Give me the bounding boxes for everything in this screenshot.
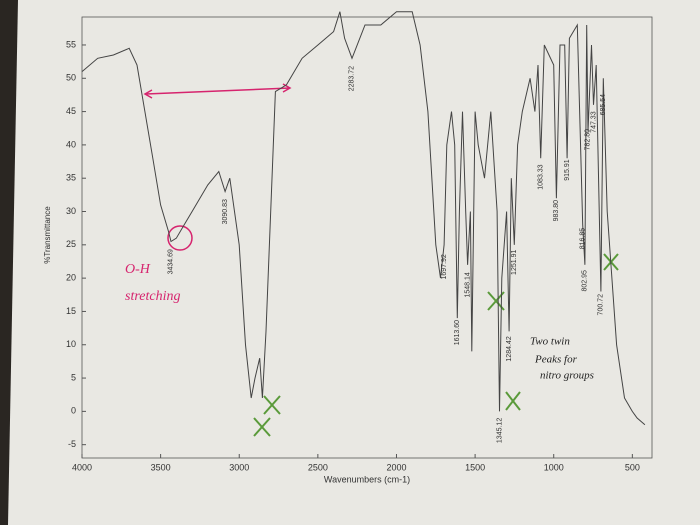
peak-label: 802.95: [582, 270, 589, 292]
handwritten-note: Peaks for: [534, 354, 578, 366]
x-tick-label: 4000: [72, 462, 92, 472]
x-tick-label: 2000: [386, 462, 406, 472]
circle-mark: [167, 225, 193, 251]
peak-label: 782.80: [585, 129, 592, 151]
handwritten-note: Two twin: [530, 336, 570, 348]
x-tick-label: 3000: [229, 462, 249, 472]
handwritten-note: stretching: [125, 289, 180, 304]
y-tick-label: 35: [66, 173, 76, 183]
peak-label: 1613.60: [454, 320, 461, 345]
peak-label: 816.85: [579, 228, 586, 250]
range-arrow: [145, 87, 291, 95]
y-tick-label: 30: [66, 206, 76, 216]
y-tick-label: 55: [66, 39, 76, 49]
y-tick-label: 45: [66, 106, 76, 116]
x-axis-label: Wavenumbers (cm-1): [324, 474, 410, 484]
y-tick-label: -5: [68, 439, 76, 449]
arrow-head: [143, 89, 153, 99]
y-tick-label: 15: [66, 306, 76, 316]
peak-label: 1548.14: [464, 272, 471, 297]
peak-label: 747.33: [590, 111, 597, 133]
y-tick-label: 10: [66, 339, 76, 349]
peak-label: 1251.91: [511, 250, 518, 275]
y-tick-label: 50: [66, 73, 76, 83]
plot-frame: [81, 16, 653, 459]
peak-label: 3090.83: [222, 199, 229, 224]
y-tick-label: 0: [71, 406, 76, 416]
x-tick-label: 1500: [465, 462, 485, 472]
y-axis-label: %Transmittance: [43, 206, 52, 264]
x-tick-label: 500: [625, 462, 640, 472]
peak-label: 3434.69: [168, 249, 175, 274]
peak-label: 1697.92: [441, 254, 448, 279]
x-tick-label: 3500: [151, 462, 171, 472]
x-tick-label: 2500: [308, 462, 328, 472]
peak-label: 1345.12: [496, 418, 503, 443]
peak-label: 2283.72: [349, 66, 356, 91]
y-tick-label: 40: [66, 139, 76, 149]
peak-label: 983.80: [553, 200, 560, 222]
y-tick-label: 25: [66, 239, 76, 249]
peak-label: 915.91: [564, 159, 571, 181]
paper: [8, 0, 700, 525]
handwritten-note: nitro groups: [540, 370, 594, 382]
y-tick-label: 5: [71, 372, 76, 382]
y-tick-label: 20: [66, 273, 76, 283]
peak-label: 1284.42: [506, 336, 513, 361]
peak-label: 1083.33: [537, 164, 544, 189]
spectrum-line: [81, 11, 646, 426]
peak-label: 700.72: [598, 294, 605, 316]
x-tick-label: 1000: [544, 462, 564, 472]
handwritten-note: O-H: [125, 262, 151, 277]
peak-label: 685.54: [600, 94, 607, 116]
